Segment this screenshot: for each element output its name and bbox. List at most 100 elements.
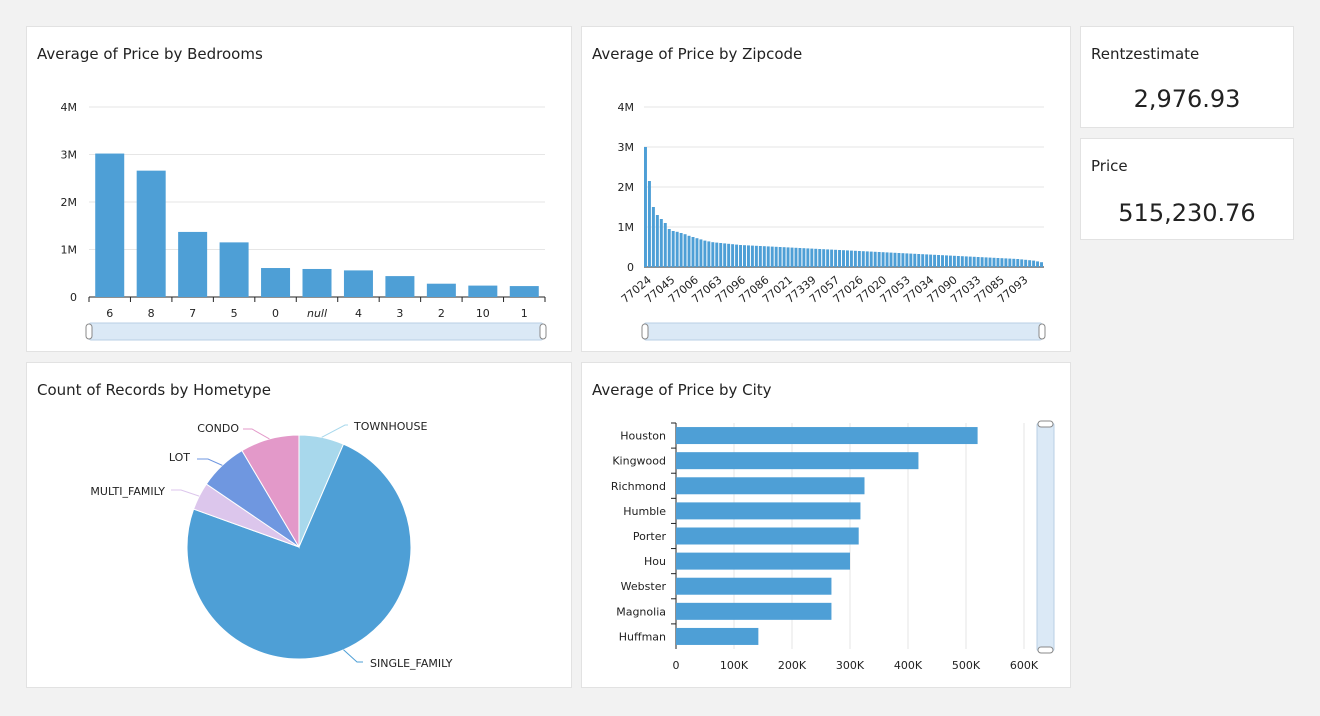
bar[interactable] [933, 254, 937, 267]
bar[interactable] [644, 147, 647, 267]
scrollbar-handle-left[interactable] [85, 323, 93, 340]
pie-slice[interactable] [241, 434, 300, 549]
scrollbar-handle-right[interactable] [539, 323, 547, 340]
bar[interactable] [676, 427, 978, 445]
bar[interactable] [727, 243, 731, 267]
bar[interactable] [695, 238, 699, 267]
bar[interactable] [952, 255, 956, 267]
bar[interactable] [468, 285, 498, 297]
pie-slice[interactable] [186, 443, 412, 660]
bar[interactable] [676, 477, 865, 495]
bar[interactable] [385, 276, 415, 297]
bar[interactable] [976, 257, 980, 267]
scrollbar-handle-right[interactable] [1038, 323, 1046, 340]
bar[interactable] [655, 215, 659, 267]
bar[interactable] [988, 257, 992, 267]
bar[interactable] [980, 257, 984, 267]
bar[interactable] [302, 268, 332, 297]
bar[interactable] [1016, 259, 1020, 267]
bar[interactable] [845, 250, 849, 267]
bar[interactable] [885, 252, 889, 267]
bar[interactable] [853, 250, 857, 267]
bar[interactable] [937, 255, 941, 267]
bar[interactable] [754, 245, 758, 267]
bar[interactable] [877, 252, 881, 267]
bar[interactable] [782, 247, 786, 267]
bar[interactable] [972, 256, 976, 267]
bar[interactable] [766, 246, 770, 267]
scrollbar-handle-left[interactable] [641, 323, 649, 340]
bar[interactable] [1040, 262, 1043, 267]
bar[interactable] [921, 254, 925, 267]
bar[interactable] [676, 602, 832, 620]
bar[interactable] [929, 254, 933, 267]
bar[interactable] [881, 252, 885, 267]
bar[interactable] [944, 255, 948, 267]
bar[interactable] [136, 170, 166, 297]
bar[interactable] [925, 254, 929, 267]
scrollbar-track[interactable] [88, 322, 544, 341]
bar[interactable] [743, 245, 746, 267]
bar[interactable] [822, 249, 826, 267]
bar[interactable] [814, 248, 818, 267]
bar[interactable] [917, 254, 921, 267]
bar[interactable] [869, 251, 873, 267]
bar[interactable] [889, 252, 893, 267]
bar[interactable] [948, 255, 952, 267]
bar[interactable] [1012, 258, 1016, 267]
bar[interactable] [758, 246, 762, 267]
bar[interactable] [941, 255, 944, 267]
bar[interactable] [1020, 259, 1024, 267]
bar[interactable] [691, 237, 695, 267]
bar[interactable] [667, 229, 671, 267]
bar[interactable] [818, 249, 822, 267]
bar[interactable] [707, 241, 711, 267]
bar[interactable] [861, 251, 865, 267]
bar[interactable] [838, 250, 842, 267]
bar[interactable] [1000, 258, 1004, 267]
scrollbar-handle-top[interactable] [1037, 420, 1054, 428]
bar[interactable] [901, 253, 905, 267]
bar[interactable] [964, 256, 968, 267]
bar[interactable] [699, 239, 703, 267]
bar[interactable] [1024, 259, 1028, 267]
bar[interactable] [826, 249, 830, 267]
bar[interactable] [671, 231, 675, 267]
bar[interactable] [992, 257, 996, 267]
bar[interactable] [802, 248, 806, 267]
bar[interactable] [719, 243, 723, 267]
bar[interactable] [1028, 260, 1032, 267]
bar[interactable] [676, 627, 759, 645]
bar[interactable] [676, 577, 832, 595]
scrollbar-handle-bottom[interactable] [1037, 646, 1054, 654]
bar[interactable] [715, 242, 719, 267]
bar[interactable] [790, 247, 794, 267]
scrollbar-track[interactable] [1036, 422, 1055, 652]
bar[interactable] [968, 256, 972, 267]
bar[interactable] [731, 244, 735, 267]
bar[interactable] [810, 248, 814, 267]
bar[interactable] [1036, 261, 1040, 267]
bar[interactable] [426, 283, 456, 297]
bar[interactable] [679, 233, 683, 267]
bar[interactable] [913, 253, 917, 267]
bar[interactable] [676, 527, 859, 545]
bar[interactable] [219, 242, 249, 297]
bar[interactable] [857, 251, 861, 267]
bar[interactable] [794, 247, 798, 267]
bar[interactable] [676, 552, 850, 570]
bar[interactable] [711, 242, 715, 267]
bar[interactable] [984, 257, 988, 267]
bar[interactable] [687, 235, 691, 267]
bar[interactable] [659, 219, 663, 267]
bar[interactable] [798, 248, 802, 267]
bar[interactable] [735, 244, 739, 267]
bar[interactable] [509, 286, 539, 297]
bar[interactable] [343, 270, 373, 297]
bar[interactable] [703, 240, 707, 267]
bar[interactable] [647, 181, 651, 267]
bar[interactable] [865, 251, 869, 267]
bar[interactable] [1008, 258, 1012, 267]
bar[interactable] [178, 231, 208, 297]
bar[interactable] [842, 250, 845, 267]
